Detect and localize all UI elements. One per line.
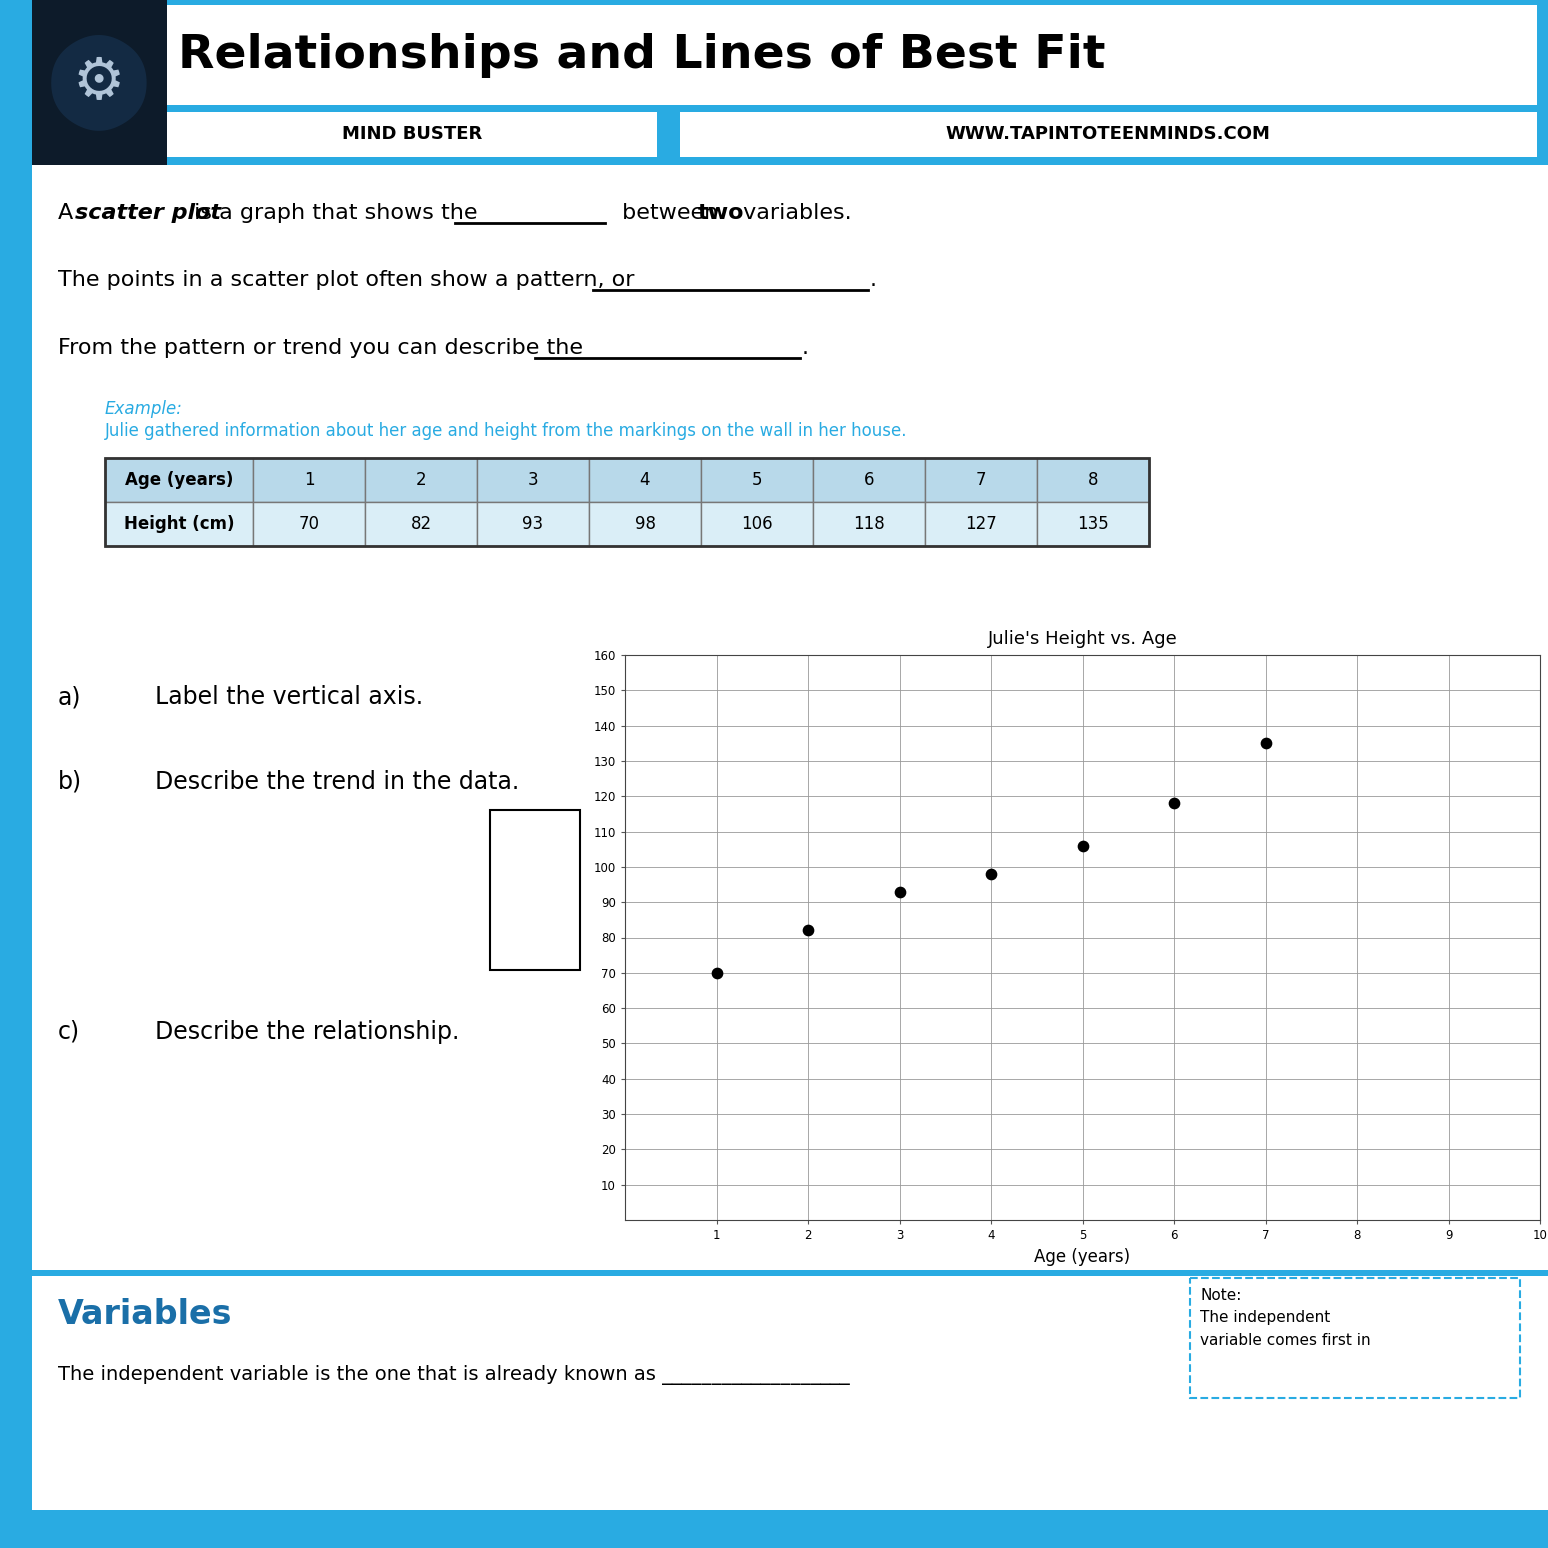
Text: 98: 98 — [635, 515, 655, 533]
Text: Relationships and Lines of Best Fit: Relationships and Lines of Best Fit — [178, 33, 1105, 77]
Point — [978, 862, 1003, 887]
Text: ⬤: ⬤ — [46, 34, 152, 130]
Text: scatter plot: scatter plot — [74, 203, 221, 223]
Bar — [33, 0, 167, 166]
Point — [704, 960, 729, 985]
Bar — [477, 458, 588, 502]
Text: Age (years): Age (years) — [125, 471, 234, 489]
Text: Note:: Note: — [1200, 1288, 1241, 1303]
Text: Variables: Variables — [57, 1299, 232, 1331]
Text: Julie gathered information about her age and height from the markings on the wal: Julie gathered information about her age… — [105, 423, 907, 440]
Text: The points in a scatter plot often show a pattern, or: The points in a scatter plot often show … — [57, 269, 635, 289]
Text: variables.: variables. — [735, 203, 851, 223]
Text: 93: 93 — [522, 515, 543, 533]
Text: From the pattern or trend you can describe the: From the pattern or trend you can descri… — [57, 337, 584, 358]
Bar — [105, 458, 252, 502]
Text: 7: 7 — [975, 471, 986, 489]
Bar — [813, 458, 926, 502]
Text: c): c) — [57, 1020, 80, 1043]
Text: Example:: Example: — [105, 399, 183, 418]
Bar — [33, 1269, 1548, 1276]
Text: 82: 82 — [410, 515, 432, 533]
Bar — [588, 458, 701, 502]
Bar — [926, 458, 1037, 502]
Bar — [0, 0, 33, 1548]
Bar — [365, 502, 477, 546]
Bar — [167, 5, 1537, 105]
X-axis label: Age (years): Age (years) — [1034, 1248, 1130, 1266]
Bar — [0, 1509, 1548, 1548]
Point — [1254, 731, 1279, 755]
Point — [887, 879, 912, 904]
Bar — [1037, 458, 1149, 502]
Bar — [0, 0, 1548, 166]
Text: Height (cm): Height (cm) — [124, 515, 234, 533]
Bar — [252, 458, 365, 502]
Text: Describe the trend in the data.: Describe the trend in the data. — [155, 769, 519, 794]
Point — [796, 918, 820, 943]
Text: Describe the relationship.: Describe the relationship. — [155, 1020, 460, 1043]
Text: .: . — [802, 337, 810, 358]
Text: 3: 3 — [528, 471, 539, 489]
Text: The independent: The independent — [1200, 1310, 1330, 1325]
Text: 106: 106 — [741, 515, 772, 533]
Text: 8: 8 — [1088, 471, 1098, 489]
Text: 6: 6 — [864, 471, 875, 489]
Bar — [491, 810, 580, 971]
Text: The independent variable is the one that is already known as ___________________: The independent variable is the one that… — [57, 1365, 850, 1385]
Bar — [813, 502, 926, 546]
Text: two: two — [698, 203, 745, 223]
Text: variable comes first in: variable comes first in — [1200, 1333, 1370, 1348]
Bar — [1037, 502, 1149, 546]
Bar — [701, 458, 813, 502]
Text: ⚙: ⚙ — [73, 54, 125, 110]
Text: WWW.TAPINTOTEENMINDS.COM: WWW.TAPINTOTEENMINDS.COM — [946, 125, 1271, 142]
Text: between: between — [615, 203, 726, 223]
Text: 70: 70 — [299, 515, 319, 533]
Bar — [926, 502, 1037, 546]
Text: is a graph that shows the: is a graph that shows the — [187, 203, 477, 223]
Text: 4: 4 — [639, 471, 650, 489]
Text: .: . — [870, 269, 878, 289]
Text: 2: 2 — [416, 471, 426, 489]
Text: MIND BUSTER: MIND BUSTER — [342, 125, 481, 142]
Bar — [680, 111, 1537, 156]
Title: Julie's Height vs. Age: Julie's Height vs. Age — [988, 630, 1178, 649]
Bar — [105, 502, 252, 546]
Text: b): b) — [57, 769, 82, 794]
Text: Label the vertical axis.: Label the vertical axis. — [155, 686, 423, 709]
Point — [1161, 791, 1186, 816]
Bar — [365, 458, 477, 502]
Text: 1: 1 — [303, 471, 314, 489]
Bar — [477, 502, 588, 546]
Bar — [588, 502, 701, 546]
Bar — [1190, 1279, 1520, 1398]
Text: 135: 135 — [1077, 515, 1108, 533]
Text: 127: 127 — [964, 515, 997, 533]
Text: 5: 5 — [752, 471, 762, 489]
Bar — [105, 458, 1149, 546]
Bar — [167, 111, 1537, 156]
Bar — [167, 111, 656, 156]
Text: A: A — [57, 203, 80, 223]
Text: a): a) — [57, 686, 82, 709]
Bar — [252, 502, 365, 546]
Bar — [701, 502, 813, 546]
Point — [1070, 833, 1094, 858]
Text: 118: 118 — [853, 515, 885, 533]
